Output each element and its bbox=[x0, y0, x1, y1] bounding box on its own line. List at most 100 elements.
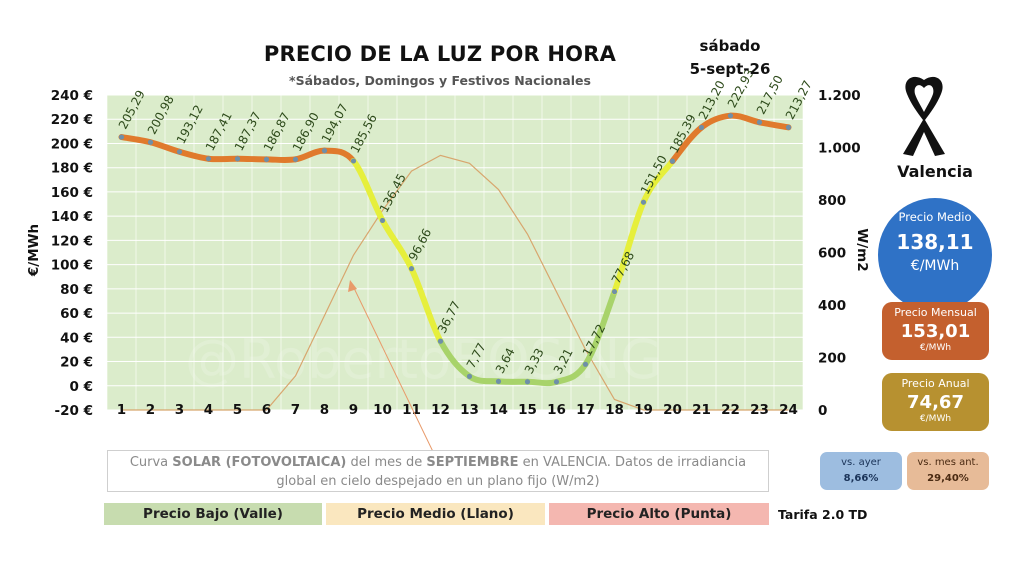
price-point bbox=[379, 217, 386, 224]
price-point bbox=[669, 158, 676, 164]
note-bold-2: SEPTIEMBRE bbox=[426, 455, 519, 470]
price-point bbox=[437, 338, 444, 344]
legend-high-price: Precio Alto (Punta) bbox=[549, 503, 769, 525]
price-line-segment bbox=[582, 288, 618, 368]
x-tick-label: 14 bbox=[489, 402, 508, 418]
note-text-2: del mes de bbox=[346, 455, 427, 470]
price-line-segment bbox=[263, 156, 299, 164]
average-price-badge: Precio Medio 138,11 €/MWh bbox=[878, 198, 992, 312]
price-point bbox=[466, 373, 473, 379]
y-tick-label: 20 € bbox=[60, 355, 93, 371]
x-tick-label: 16 bbox=[547, 402, 566, 418]
city-label: Valencia bbox=[897, 162, 973, 181]
y-tick-label: 80 € bbox=[60, 282, 93, 298]
y-tick-label: 240 € bbox=[51, 88, 93, 104]
y2-tick-label: 1.000 bbox=[818, 141, 861, 157]
x-tick-label: 4 bbox=[204, 402, 213, 418]
price-point bbox=[524, 379, 531, 385]
price-line-segment bbox=[234, 155, 270, 163]
x-tick-label: 23 bbox=[750, 402, 769, 418]
x-tick-label: 7 bbox=[291, 402, 300, 418]
y2-tick-label: 600 bbox=[818, 246, 846, 262]
annual-price-value: 74,67 bbox=[907, 392, 964, 413]
y-axis-right: 0 200 400 600 800 1.000 1.200 bbox=[818, 88, 861, 419]
price-line-segment bbox=[669, 124, 705, 165]
x-tick-label: 15 bbox=[518, 402, 537, 418]
monthly-price-badge: Precio Mensual 153,01 €/MWh bbox=[882, 302, 989, 360]
x-tick-label: 10 bbox=[373, 402, 392, 418]
y-tick-label: 160 € bbox=[51, 185, 93, 201]
y-tick-label: -20 € bbox=[55, 403, 93, 419]
y2-tick-label: 400 bbox=[818, 298, 846, 314]
x-tick-label: 22 bbox=[721, 402, 740, 418]
x-tick-label: 8 bbox=[320, 402, 329, 418]
price-point bbox=[350, 158, 357, 164]
average-price-unit: €/MWh bbox=[910, 258, 960, 274]
y-tick-label: 40 € bbox=[60, 330, 93, 346]
price-line-segment bbox=[408, 265, 444, 345]
chart-title: PRECIO DE LA LUZ POR HORA bbox=[263, 42, 617, 66]
arrow-line bbox=[352, 285, 438, 461]
solar-curve-note: Curva SOLAR (FOTOVOLTAICA) del mes de SE… bbox=[107, 450, 769, 492]
x-axis: 1 2 3 4 5 6 7 8 9 10 11 12 13 14 15 16 17 18 19 20 21 22 23 24 bbox=[117, 402, 798, 418]
watermark: @RobertoBOSING bbox=[185, 328, 662, 391]
y-tick-label: 0 € bbox=[70, 379, 94, 395]
monthly-price-unit: €/MWh bbox=[919, 343, 952, 353]
y2-axis-label: W/m2 bbox=[854, 228, 870, 271]
vs-yesterday-badge: vs. ayer 8,66% bbox=[820, 452, 902, 490]
average-price-value: 138,11 bbox=[896, 230, 974, 254]
date-label: 5-sept-26 bbox=[689, 60, 771, 78]
price-line-segment bbox=[379, 217, 415, 272]
tariff-label: Tarifa 2.0 TD bbox=[778, 507, 868, 522]
note-text-3: en VALENCIA. Datos de irradiancia global… bbox=[276, 455, 747, 489]
vs-month-label: vs. mes ant. bbox=[917, 457, 979, 468]
y2-tick-label: 0 bbox=[818, 403, 827, 419]
y2-tick-label: 200 bbox=[818, 351, 846, 367]
price-point bbox=[147, 139, 154, 145]
x-tick-label: 11 bbox=[402, 402, 421, 418]
price-point bbox=[727, 113, 734, 119]
x-tick-label: 21 bbox=[692, 402, 711, 418]
price-point bbox=[785, 124, 792, 130]
y-tick-label: 60 € bbox=[60, 306, 93, 322]
y-tick-label: 180 € bbox=[51, 161, 93, 177]
price-point bbox=[611, 289, 618, 295]
price-point bbox=[640, 199, 647, 205]
annual-price-unit: €/MWh bbox=[919, 414, 952, 424]
y-axis-left: -20 € 0 € 20 € 40 € 60 € 80 € 100 € 120 € 140 € 1… bbox=[51, 88, 93, 419]
annotation-arrow bbox=[348, 280, 438, 461]
x-tick-label: 2 bbox=[146, 402, 155, 418]
x-tick-label: 9 bbox=[349, 402, 358, 418]
monthly-price-label: Precio Mensual bbox=[894, 306, 977, 319]
price-point bbox=[698, 124, 705, 131]
x-tick-label: 19 bbox=[634, 402, 653, 418]
note-text-1: Curva bbox=[129, 455, 173, 470]
price-point bbox=[176, 149, 183, 155]
vs-month-badge: vs. mes ant. 29,40% bbox=[907, 452, 989, 490]
price-point bbox=[292, 156, 299, 162]
y-tick-label: 120 € bbox=[51, 233, 93, 249]
average-price-label: Precio Medio bbox=[898, 210, 972, 224]
price-point bbox=[118, 134, 125, 140]
x-tick-label: 5 bbox=[233, 402, 242, 418]
price-line-segment bbox=[524, 378, 560, 387]
price-line-segment bbox=[611, 199, 647, 295]
annual-price-badge: Precio Anual 74,67 €/MWh bbox=[882, 373, 989, 431]
monthly-price-value: 153,01 bbox=[900, 321, 971, 342]
x-tick-label: 17 bbox=[576, 402, 595, 418]
x-tick-label: 6 bbox=[262, 402, 271, 418]
legend-low-price: Precio Bajo (Valle) bbox=[104, 503, 322, 525]
y-tick-label: 100 € bbox=[51, 258, 93, 274]
price-point bbox=[582, 361, 589, 367]
vs-yesterday-value: 8,66% bbox=[843, 473, 879, 484]
price-curve bbox=[118, 112, 792, 387]
price-point bbox=[263, 156, 270, 162]
price-point bbox=[234, 156, 241, 162]
x-tick-label: 1 bbox=[117, 402, 126, 418]
x-tick-label: 18 bbox=[605, 402, 624, 418]
price-line-segment bbox=[350, 157, 386, 224]
price-point bbox=[205, 156, 212, 162]
x-tick-label: 12 bbox=[431, 402, 450, 418]
y-tick-label: 220 € bbox=[51, 112, 93, 128]
